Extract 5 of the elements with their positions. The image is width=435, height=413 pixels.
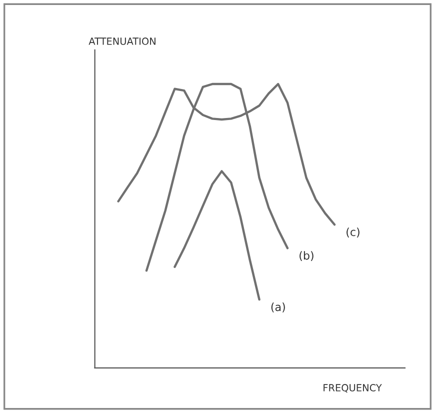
x-axis-title: FREQUENCY	[324, 384, 382, 393]
series-label: (c)	[346, 228, 360, 238]
y-axis-title: ATTENUATION	[88, 38, 156, 45]
series-label: (a)	[271, 302, 285, 312]
series-label: (b)	[300, 251, 314, 262]
